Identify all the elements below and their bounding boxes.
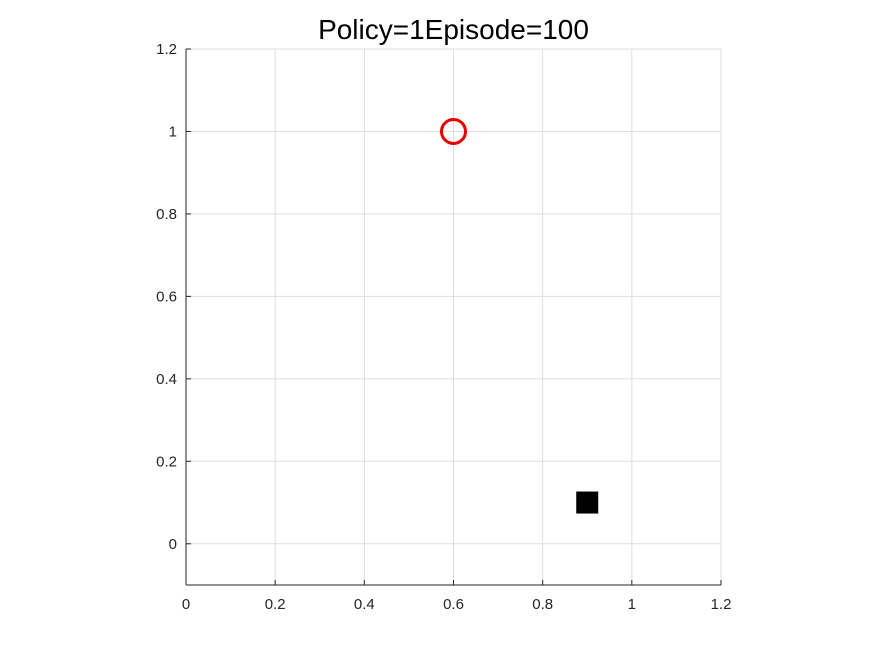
y-tick-label: 1.2	[156, 41, 177, 58]
x-tick-label: 1	[628, 596, 636, 613]
grid	[185, 48, 722, 585]
x-tick-label: 0.4	[354, 596, 375, 613]
x-tick-label: 0	[182, 596, 190, 613]
tick-labels: 0 0.2 0.4 0.6 0.8 1 1.2 0 0.2 0.4 0.6 0.8 1 1.2	[156, 41, 731, 613]
y-tick-label: 0.8	[156, 206, 177, 223]
x-tick-label: 0.6	[443, 596, 464, 613]
data-point-circle	[440, 117, 467, 145]
y-tick-label: 0.2	[156, 453, 177, 470]
x-tick-label: 1.2	[711, 596, 732, 613]
x-tick-label: 0.2	[265, 596, 286, 613]
y-tick-label: 0	[169, 536, 177, 553]
chart-title: Policy=1Episode=100	[318, 14, 589, 45]
y-tick-label: 0.6	[156, 288, 177, 305]
y-tick-label: 0.4	[156, 371, 177, 388]
x-tick-label: 0.8	[532, 596, 553, 613]
y-tick-label: 1	[169, 123, 177, 140]
data-marks	[440, 117, 599, 514]
data-point-square	[576, 491, 599, 514]
